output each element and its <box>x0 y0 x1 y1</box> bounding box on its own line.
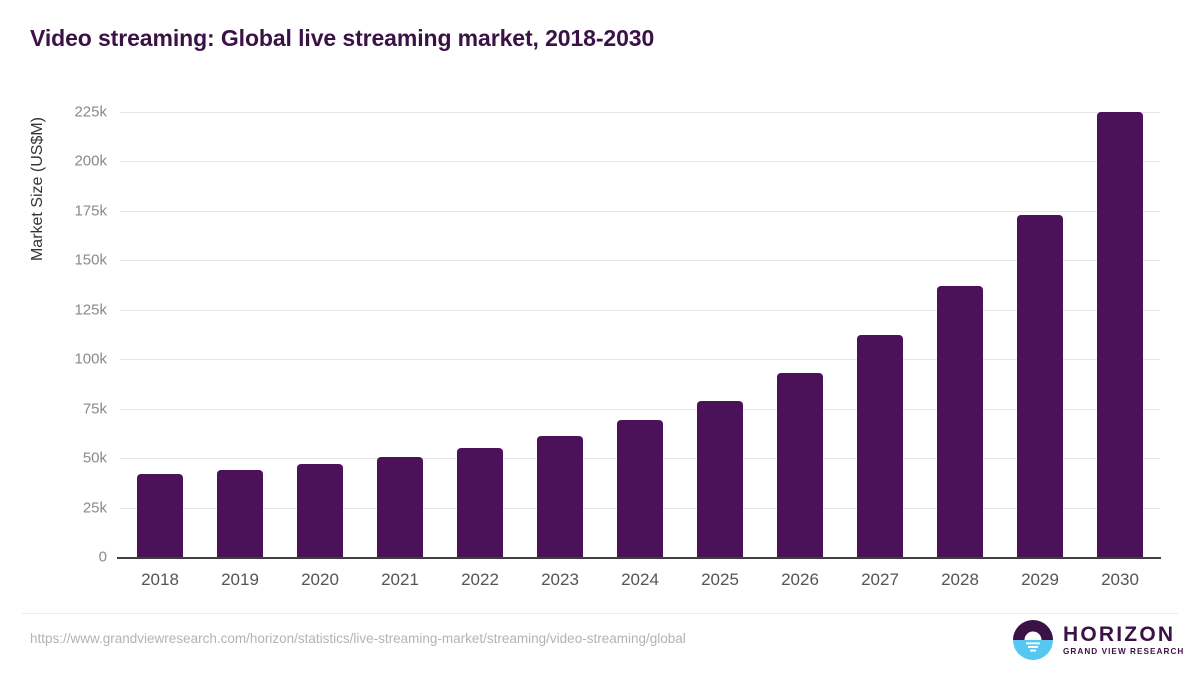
y-axis-title: Market Size (US$M) <box>29 116 46 262</box>
x-tick-label: 2026 <box>781 570 819 589</box>
x-tick-label: 2027 <box>861 570 899 589</box>
x-tick-label: 2022 <box>461 570 499 589</box>
bar[interactable] <box>376 457 424 557</box>
y-tick-label: 200k <box>74 152 107 170</box>
y-tick-label: 75k <box>82 400 107 417</box>
x-tick-label: 2025 <box>701 570 739 589</box>
gridline <box>120 260 1160 261</box>
logo-wordmark: HORIZON <box>1063 622 1176 646</box>
bar[interactable] <box>136 473 184 557</box>
bar[interactable] <box>456 448 504 557</box>
source-url-link[interactable]: https://www.grandviewresearch.com/horizo… <box>30 631 686 646</box>
gridline <box>120 161 1160 162</box>
bar[interactable] <box>296 463 344 557</box>
bar[interactable] <box>776 372 824 557</box>
y-tick-label: 25k <box>82 499 107 516</box>
y-tick-label: 175k <box>74 202 107 219</box>
bar[interactable] <box>936 285 984 557</box>
bar[interactable] <box>536 436 584 557</box>
x-axis-tick-labels: 2018 2019 2020 2021 2022 2023 2024 2025 2026 2027… <box>120 570 1160 600</box>
x-tick-label: 2019 <box>221 570 259 589</box>
bar[interactable] <box>216 469 264 557</box>
y-tick-label: 125k <box>74 301 107 318</box>
x-tick-label: 2029 <box>1021 570 1059 589</box>
y-tick-label: 225k <box>74 103 107 120</box>
x-tick-label: 2020 <box>301 570 339 589</box>
x-tick-label: 2023 <box>541 570 579 589</box>
page-title: Video streaming: Global live streaming m… <box>30 25 655 51</box>
x-tick-label: 2024 <box>621 570 659 589</box>
gridline <box>120 359 1160 360</box>
y-tick-label: 50k <box>82 449 107 467</box>
bar[interactable] <box>1016 215 1064 557</box>
y-tick-label: 100k <box>74 350 107 368</box>
x-axis-line <box>117 557 1161 559</box>
footer-divider <box>22 613 1178 614</box>
x-tick-label: 2030 <box>1101 570 1139 589</box>
gridline <box>120 211 1160 212</box>
bar[interactable] <box>856 335 904 557</box>
bar[interactable] <box>696 400 744 557</box>
gridline <box>120 112 1160 113</box>
gridline <box>120 409 1160 410</box>
horizon-logo[interactable]: HORIZON GRAND VIEW RESEARCH <box>1012 618 1184 662</box>
horizon-sun-circle-icon <box>1013 620 1053 660</box>
x-tick-label: 2021 <box>381 570 419 589</box>
x-tick-label: 2018 <box>141 570 179 589</box>
y-tick-label: 0 <box>98 548 107 566</box>
y-tick-label: 150k <box>74 251 107 269</box>
y-axis-tick-labels: 0 25k 50k 75k 100k 125k 150k 175k 200k 225k <box>47 0 107 675</box>
logo-tagline: GRAND VIEW RESEARCH <box>1063 646 1185 656</box>
logo-text: HORIZON GRAND VIEW RESEARCH <box>1063 624 1184 656</box>
bar-series <box>120 0 1160 675</box>
gridline <box>120 310 1160 311</box>
bar[interactable] <box>616 420 664 557</box>
bar[interactable] <box>1096 112 1144 557</box>
x-tick-label: 2028 <box>941 570 979 589</box>
